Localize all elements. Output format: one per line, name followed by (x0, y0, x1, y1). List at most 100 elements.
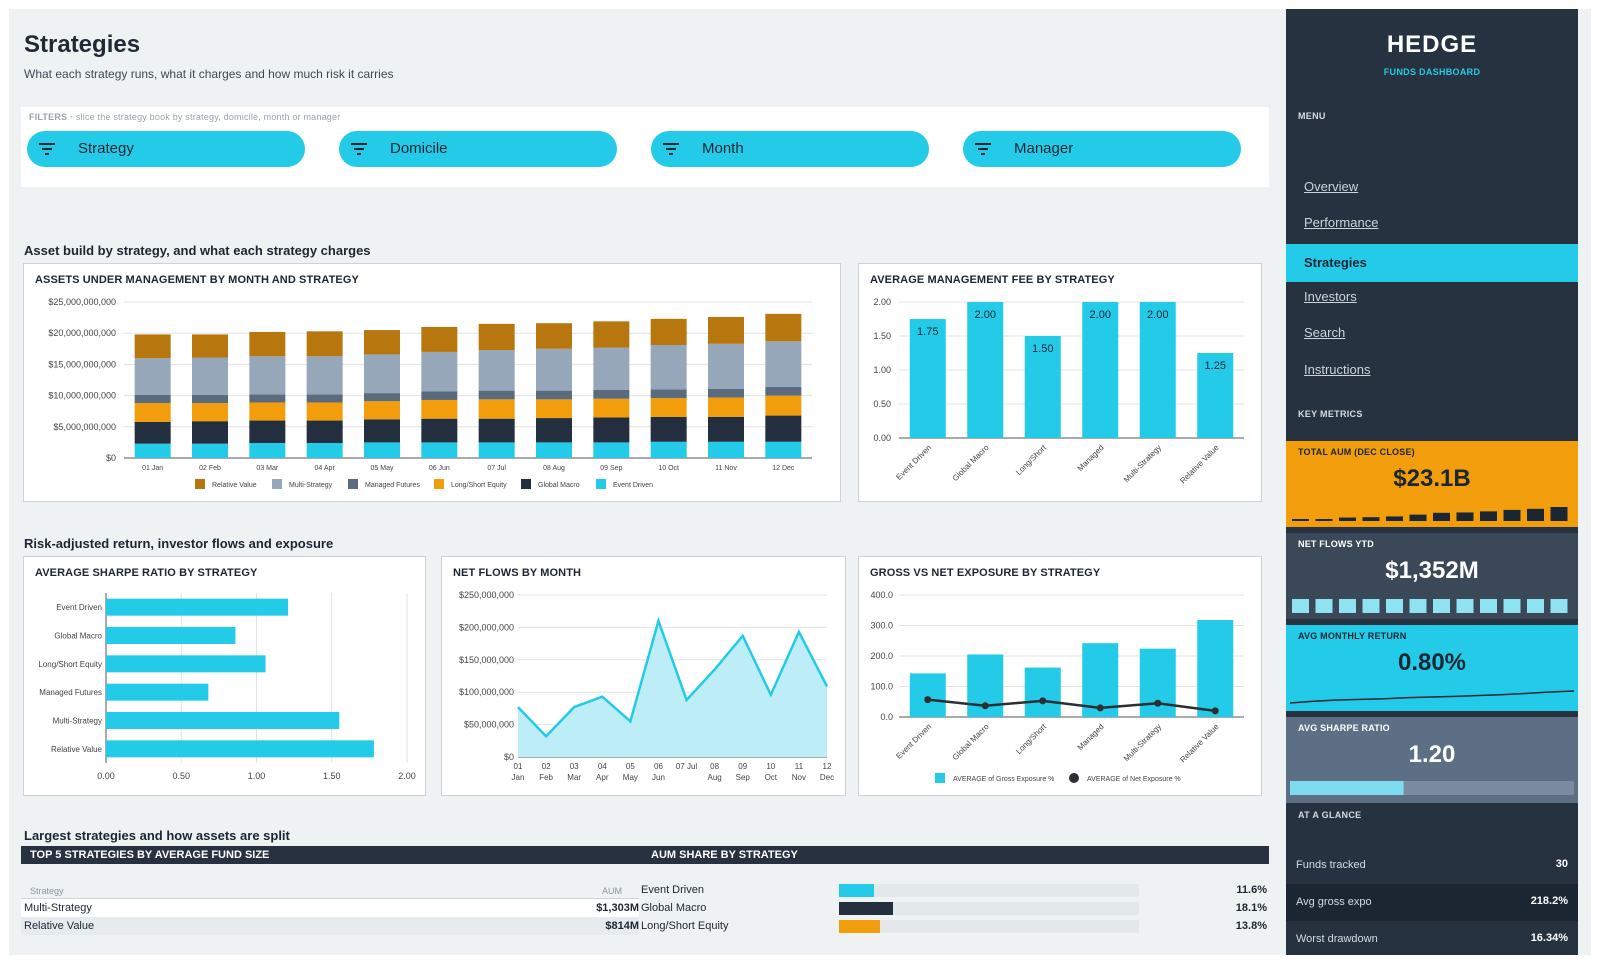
y-tick-label: $100,000,000 (459, 687, 514, 697)
y-tick-label: $0 (504, 752, 514, 762)
x-tick-label: 02 Feb (199, 465, 221, 472)
bar-segment (364, 354, 400, 394)
bar-segment (593, 347, 630, 390)
share-row[interactable]: Event Driven 11.6% (639, 881, 1269, 899)
filter-strategy[interactable]: Strategy (27, 131, 305, 167)
bar-segment (593, 398, 630, 418)
fee-bar-chart: 0.00 0.50 1.00 1.50 2.00 1.75 Event Driven 2.00… (873, 297, 1244, 485)
x-tick-label: 05 May (371, 465, 394, 472)
y-tick-label: 1.00 (873, 365, 891, 375)
nav-performance[interactable]: Performance (1304, 215, 1379, 230)
bar-segment (765, 395, 802, 416)
bar-segment (478, 399, 515, 419)
x-tick-label: Mar (567, 773, 581, 782)
top5-table-title: TOP 5 STRATEGIES BY AVERAGE FUND SIZE (30, 849, 270, 861)
legend-label: Managed Futures (365, 482, 420, 489)
x-tick-label: May (623, 773, 638, 782)
share-row[interactable]: Global Macro 18.1% (639, 899, 1269, 917)
top5-row-strategy: Relative Value (24, 920, 95, 932)
y-tick-label: $0 (106, 453, 116, 463)
nav-search[interactable]: Search (1304, 325, 1346, 340)
area-fill (518, 620, 827, 757)
kpi-aum-value: $23.1B (1393, 465, 1471, 492)
glance-label: Funds tracked (1296, 859, 1366, 871)
kpi-aum-sparkline (1292, 507, 1568, 521)
filter-strategy-label: Strategy (78, 140, 134, 157)
nav-overview[interactable]: Overview (1304, 179, 1359, 194)
table-row[interactable]: Relative Value $814M (21, 917, 639, 935)
nav-strategies[interactable]: Strategies (1286, 244, 1578, 282)
spark-bar (1339, 517, 1356, 521)
bar-segment (765, 313, 802, 342)
table-row[interactable]: Multi-Strategy $1,303M (21, 899, 639, 917)
nav-instructions[interactable]: Instructions (1304, 362, 1371, 377)
share-row-strategy: Long/Short Equity (641, 920, 729, 932)
kpi-flows-caption: NET FLOWS YTD (1298, 539, 1374, 549)
bar-segment (708, 388, 744, 398)
spark-bar (1550, 507, 1568, 521)
filter-domicile[interactable]: Domicile (339, 131, 617, 167)
page-subtitle: What each strategy runs, what it charges… (24, 67, 394, 81)
nav-investors[interactable]: Investors (1304, 289, 1357, 304)
y-tick-label: $10,000,000,000 (48, 391, 116, 401)
y-tick-label: 0.00 (873, 433, 891, 443)
bar-segment (536, 323, 572, 349)
x-tick-label: 01 Jan (142, 465, 163, 472)
x-tick-label: 12 Dec (772, 465, 795, 472)
x-tick-label: Oct (765, 773, 778, 782)
bar-segment (192, 394, 228, 404)
bar-segment (708, 441, 744, 458)
filter-manager[interactable]: Manager (963, 131, 1241, 167)
y-tick-label: Managed Futures (39, 688, 102, 697)
main-content: Strategies What each strategy runs, what… (9, 9, 1286, 955)
menu-caption: MENU (1298, 111, 1326, 121)
y-tick-label: Relative Value (51, 745, 103, 754)
kpi-net-flows: NET FLOWS YTD $1,352M (1286, 533, 1578, 619)
share-row-strategy: Event Driven (641, 884, 704, 896)
bar (1024, 667, 1061, 717)
x-tick-label: Apr (596, 773, 609, 782)
x-tick-label: Dec (820, 773, 834, 782)
kpi-flows-sparkline (1292, 599, 1568, 613)
filter-month[interactable]: Month (651, 131, 929, 167)
glance-value: 16.34% (1530, 932, 1568, 944)
spark-bar (1433, 512, 1450, 521)
x-tick-label: Jun (652, 773, 665, 782)
kpi-return-value: 0.80% (1397, 649, 1467, 676)
top5-row-aum: $1,303M (596, 902, 639, 914)
bar-segment (478, 418, 515, 443)
y-tick-label: $200,000,000 (459, 622, 514, 632)
bar-segment (364, 393, 400, 402)
share-row-percent: 13.8% (1235, 920, 1267, 932)
spark-bar (1362, 517, 1380, 521)
x-tick-label: 08 Aug (543, 465, 565, 472)
x-tick-label: Multi-Strategy (1122, 722, 1163, 763)
spark-bar (1527, 599, 1544, 613)
bar-segment (306, 331, 343, 357)
kpi-return-sparkline (1289, 690, 1575, 704)
page-title: Strategies (24, 31, 141, 58)
bar-segment (249, 443, 286, 458)
data-label: 1.25 (1205, 360, 1226, 372)
x-tick-label: 0.50 (172, 771, 190, 781)
legend-swatch (272, 479, 282, 489)
bar-segment (134, 403, 171, 422)
share-row[interactable]: Long/Short Equity 13.8% (639, 917, 1269, 935)
kpi-total-aum: TOTAL AUM (DEC CLOSE) $23.1B (1286, 441, 1578, 527)
x-tick-label: 2.00 (398, 771, 416, 781)
filters-panel: FILTERS · slice the strategy book by str… (21, 107, 1269, 187)
bar-segment (306, 420, 343, 444)
share-bar-track (839, 902, 1139, 915)
bar-segment (192, 443, 228, 458)
top5-row-strategy: Multi-Strategy (24, 902, 92, 914)
bar (106, 627, 236, 644)
legend-swatch (521, 479, 531, 489)
bar-segment (134, 334, 171, 359)
line-point (1096, 704, 1104, 712)
bar-segment (765, 341, 802, 387)
bar-segment (364, 330, 400, 355)
spark-line (1289, 690, 1575, 704)
glance-row: Avg gross expo 218.2% (1286, 884, 1578, 921)
filter-domicile-label: Domicile (390, 140, 448, 157)
bar (967, 302, 1004, 438)
